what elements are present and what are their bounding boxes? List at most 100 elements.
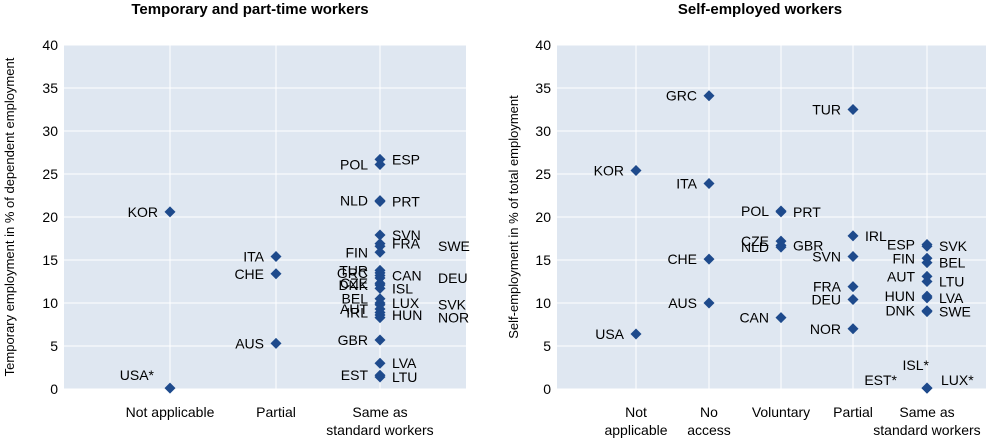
data-point-marker — [270, 337, 282, 349]
data-point-marker — [847, 104, 859, 115]
data-point-label: TUR — [812, 102, 841, 118]
data-point-label: DNK — [338, 277, 368, 293]
data-point-marker — [164, 382, 176, 394]
data-point-label: DEU — [811, 292, 841, 308]
data-point-label: IRL — [346, 304, 368, 320]
y-tick-label: 0 — [543, 381, 551, 397]
data-point-label: USA — [595, 326, 624, 342]
data-point-label: ESP — [887, 237, 915, 253]
x-category-label: applicable — [604, 422, 667, 438]
y-tick-label: 10 — [535, 295, 551, 311]
data-point-label: ESP — [392, 151, 420, 167]
data-point-marker — [775, 206, 787, 218]
data-point-label: EST* — [864, 372, 897, 388]
data-point-label: EST — [341, 367, 369, 383]
data-point-label: SVN — [392, 227, 421, 243]
data-point-marker — [921, 276, 933, 287]
data-point-marker — [921, 382, 933, 394]
data-point-marker — [847, 251, 859, 263]
y-tick-label: 30 — [42, 123, 58, 139]
data-point-marker — [374, 334, 386, 346]
data-point-label: NOR — [438, 310, 469, 326]
data-point-label: GRC — [666, 88, 697, 104]
data-point-marker — [374, 282, 386, 294]
data-point-marker — [921, 306, 933, 318]
data-point-label: FIN — [892, 250, 915, 266]
data-point-marker — [374, 371, 386, 383]
data-point-marker — [374, 240, 386, 252]
x-category-label: Same as — [899, 404, 954, 420]
data-point-label: KOR — [128, 204, 158, 220]
data-point-label: SWE — [438, 238, 470, 254]
y-tick-label: 30 — [535, 123, 551, 139]
data-point-label: POL — [340, 157, 368, 173]
data-point-marker — [374, 229, 386, 241]
data-point-label: DNK — [885, 303, 915, 319]
data-point-marker — [775, 312, 787, 324]
data-point-marker — [374, 196, 386, 208]
x-category-label: No — [700, 404, 718, 420]
data-point-label: BEL — [939, 255, 966, 271]
data-point-label: AUT — [340, 301, 368, 317]
data-point-label: LVA — [939, 290, 964, 306]
data-point-label: GBR — [338, 332, 368, 348]
data-point-marker — [847, 230, 859, 242]
x-category-label: Not applicable — [126, 404, 215, 420]
y-tick-label: 25 — [42, 166, 58, 182]
data-point-label: CAN — [739, 310, 769, 326]
data-point-label: CZE — [340, 275, 368, 291]
data-point-label: FRA — [813, 279, 842, 295]
x-category-label: access — [687, 422, 731, 438]
x-category-label: Partial — [833, 404, 873, 420]
data-point-label: LUX — [392, 295, 420, 311]
data-point-label: NLD — [340, 193, 368, 209]
data-point-label: PRT — [392, 194, 420, 210]
data-point-label: CHE — [667, 251, 697, 267]
x-category-label: standard workers — [873, 422, 980, 438]
data-point-marker — [374, 357, 386, 369]
data-point-marker — [703, 177, 715, 189]
y-axis-label-right: Self-employment in % of total employment — [506, 95, 521, 339]
data-point-label: ISL — [392, 280, 413, 296]
data-point-marker — [630, 165, 642, 177]
y-tick-label: 15 — [42, 252, 58, 268]
data-point-label: LUX* — [941, 372, 974, 388]
data-point-marker — [703, 253, 715, 265]
data-point-label: AUT — [887, 268, 915, 284]
data-point-marker — [921, 240, 933, 252]
data-point-label: PRT — [793, 204, 821, 220]
data-point-marker — [847, 323, 859, 335]
data-point-label: DEU — [438, 270, 468, 286]
data-point-marker — [703, 297, 715, 309]
data-point-label: ISL* — [903, 357, 930, 373]
data-point-label: TUR — [339, 262, 368, 278]
data-point-marker — [630, 328, 642, 340]
y-axis-label-left: Temporary employment in % of dependent e… — [2, 57, 17, 376]
data-point-marker — [164, 206, 176, 218]
y-tick-label: 20 — [535, 209, 551, 225]
y-tick-label: 10 — [42, 295, 58, 311]
x-category-label: Partial — [256, 404, 296, 420]
chart-temporary-part-time: 0 5 10 15 20 25 30 35 40 Not applicable Partial Sa… — [2, 1, 470, 438]
x-category-label: Same as — [352, 404, 407, 420]
data-point-label: AUS — [668, 295, 697, 311]
data-point-label: FIN — [345, 244, 368, 260]
data-point-marker — [374, 246, 386, 258]
data-point-label: CAN — [392, 267, 422, 283]
y-tick-label: 35 — [42, 80, 58, 96]
chart-self-employed: 0 5 10 15 20 25 30 35 40 Not applicable No access Vo… — [506, 1, 986, 438]
x-category-label: standard workers — [326, 422, 433, 438]
data-point-label: LVA — [392, 355, 417, 371]
data-point-marker — [921, 257, 933, 269]
data-point-label: SVK — [438, 297, 467, 313]
y-tick-label: 15 — [535, 252, 551, 268]
y-tick-label: 40 — [42, 37, 58, 53]
data-point-label: LTU — [939, 274, 964, 290]
data-point-label: KOR — [594, 163, 624, 179]
data-point-label: NOR — [810, 321, 841, 337]
data-point-marker — [374, 312, 386, 324]
data-point-label: GBR — [793, 237, 823, 253]
data-point-label: LTU — [392, 369, 417, 385]
data-point-label: SWE — [939, 304, 971, 320]
